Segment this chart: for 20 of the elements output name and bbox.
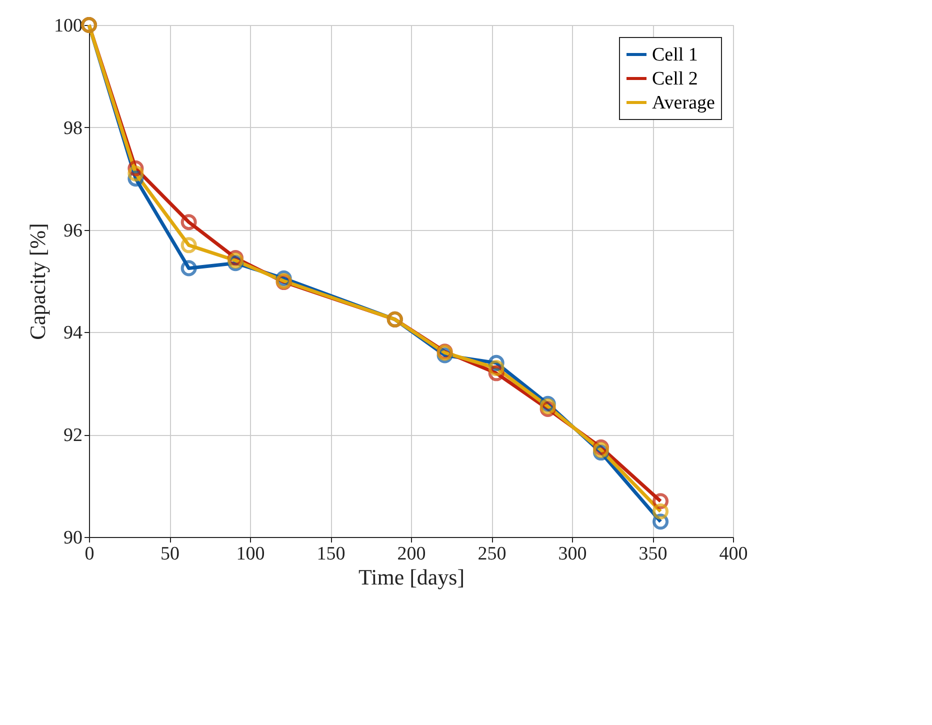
y-tick-label: 98	[64, 118, 82, 139]
x-tick-label: 350	[638, 544, 668, 564]
x-tick-label: 50	[160, 544, 180, 564]
y-tick-label: 96	[64, 220, 82, 242]
x-axis-title: Time [days]	[358, 564, 465, 590]
x-tick-label: 400	[719, 544, 748, 564]
x-tick-label: 300	[558, 544, 587, 564]
legend-label: Average	[652, 92, 715, 114]
y-tick-label: 90	[64, 528, 82, 548]
y-tick-label: 92	[64, 425, 82, 446]
legend-label: Cell 2	[652, 68, 698, 90]
x-tick-label: 250	[478, 544, 506, 564]
x-tick-label: 200	[397, 544, 426, 564]
y-tick-label: 100	[54, 16, 82, 36]
x-tick-label: 150	[316, 544, 346, 564]
y-axis-title: Capacity [%]	[25, 223, 50, 340]
legend-label: Cell 1	[652, 44, 698, 66]
x-tick-label: 0	[84, 544, 94, 564]
y-tick-label: 94	[64, 322, 83, 344]
x-tick-label: 100	[236, 544, 265, 564]
